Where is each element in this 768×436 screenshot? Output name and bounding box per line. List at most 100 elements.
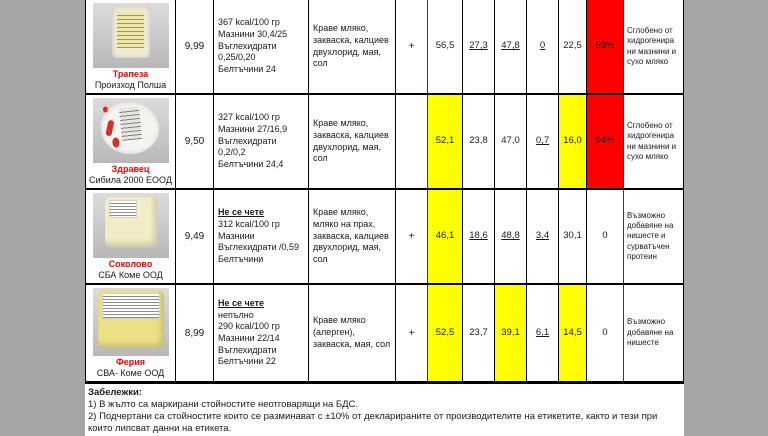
nutrition-cell: Не се чете непълно 290 kcal/100 гр Мазни…: [214, 285, 309, 384]
footnote-1: 1) В жълто са маркирани стойностите неот…: [88, 399, 359, 411]
nutrition-cell: 327 kcal/100 гр Мазнини 27/16,9 Въглехид…: [214, 95, 309, 190]
nutrition-text: 312 kcal/100 гр Мазнини Въглехидрати /0,…: [218, 218, 300, 265]
product-photo: [92, 3, 169, 68]
value-text: 47,8: [501, 40, 520, 52]
product-company: Произход Полша: [94, 80, 167, 91]
value-text: 0: [602, 326, 608, 338]
value-cell: 46,1: [428, 190, 463, 285]
bds-plus-cell: +: [396, 190, 428, 285]
product-company: СБА Коме ООД: [98, 270, 163, 281]
value-cell: 48,8: [495, 190, 527, 285]
ingredients-cell: Краве мляко, мляко на прах, закваска, ка…: [309, 190, 396, 285]
ingredients-cell: Краве мляко, закваска, калциев двухлорид…: [309, 95, 396, 190]
value-cell: 0,7: [527, 95, 559, 190]
percent-cell: 94%: [587, 95, 624, 190]
value-cell: 47,0: [495, 95, 527, 190]
value-text: 30,1: [563, 230, 582, 242]
value-cell: 52,1: [428, 95, 463, 190]
product-cell: Ферия СВА- Коме ООД: [86, 285, 176, 384]
conclusion-cell: Сглобено от хидрогенира ни мазнини и сух…: [624, 95, 684, 190]
value-cell: 39,1: [495, 285, 527, 384]
value-text: 18,6: [469, 230, 488, 242]
value-text: 52,1: [435, 135, 455, 147]
value-text: 47,0: [501, 135, 520, 147]
unreadable-label: Не се чете: [218, 207, 265, 218]
value-text: 56,5: [435, 40, 455, 52]
price-cell: 9,50: [176, 95, 214, 190]
value-text: 22,5: [563, 40, 582, 52]
footnotes-title: Забележки:: [88, 387, 142, 398]
bag-label-illustration: [118, 106, 142, 141]
product-cell: Соколово СБА Коме ООД: [86, 190, 176, 285]
value-cell: 23,8: [463, 95, 495, 190]
product-name: Здравец: [111, 163, 150, 174]
cheese-pack-illustration: [111, 6, 150, 58]
value-text: 23,8: [469, 135, 488, 147]
block-label-illustration: [108, 200, 137, 218]
bds-plus-cell: +: [396, 285, 428, 384]
value-text: 39,1: [501, 326, 520, 338]
footnotes: Забележки: 1) В жълто са маркирани стойн…: [85, 384, 684, 436]
value-text: 0: [539, 40, 546, 52]
value-cell: 23,7: [463, 285, 495, 384]
ingredients-cell: Краве мляко, закваска, калциев двухлорид…: [309, 0, 396, 95]
value-text: 6,1: [535, 326, 550, 338]
value-text: 27,3: [469, 40, 488, 52]
value-cell: 56,5: [428, 0, 463, 95]
report-content: Трапеза Произход Полша 9,99 367 kcal/100…: [85, 0, 684, 436]
value-cell: 6,1: [527, 285, 559, 384]
bag-red-mark: [102, 106, 108, 113]
value-cell: 22,5: [559, 0, 587, 95]
value-text: 16,0: [563, 135, 582, 147]
conclusion-cell: Сглобено от хидрогенира ни мазнини и сух…: [624, 0, 684, 95]
unreadable-label: Не се чете: [218, 297, 265, 308]
value-text: 93%: [595, 40, 615, 52]
value-text: 94%: [595, 135, 615, 147]
bds-plus-cell: +: [396, 0, 428, 95]
percent-cell: 0: [587, 285, 624, 384]
product-photo: [92, 288, 169, 356]
product-name: Соколово: [108, 258, 153, 269]
ingredients-cell: Краве мляко (алерген), закваска, мая, со…: [309, 285, 396, 384]
value-cell: 14,5: [559, 285, 587, 384]
bag-red-mark: [111, 137, 120, 148]
percent-cell: 93%: [587, 0, 624, 95]
product-company: СВА- Коме ООД: [96, 368, 165, 379]
cheese-block-illustration: [104, 197, 157, 247]
price-cell: 8,99: [176, 285, 214, 384]
price-cell: 9,99: [176, 0, 214, 95]
value-text: 3,4: [535, 230, 550, 242]
value-text: 0,7: [535, 135, 550, 147]
product-cell: Трапеза Произход Полша: [86, 0, 176, 95]
conclusion-cell: Възможно добавяне на нишесте: [624, 285, 684, 384]
pack-label-illustration: [116, 12, 144, 48]
value-cell: 0: [527, 0, 559, 95]
value-text: 52,5: [435, 326, 455, 338]
nutrition-text: 367 kcal/100 гр Мазнини 30,4/25 Въглехид…: [218, 17, 288, 75]
conclusion-cell: Възможно добавяне на нишесте и сурватъче…: [624, 190, 684, 285]
value-cell: 3,4: [527, 190, 559, 285]
value-cell: 18,6: [463, 190, 495, 285]
nutrition-text: 327 kcal/100 гр Мазнини 27/16,9 Въглехид…: [218, 112, 288, 170]
price-cell: 9,49: [176, 190, 214, 285]
value-text: 46,1: [435, 230, 455, 242]
value-text: 14,5: [563, 326, 582, 338]
product-name: Ферия: [116, 356, 145, 367]
nutrition-cell: Не се чете 312 kcal/100 гр Мазнини Въгле…: [214, 190, 309, 285]
value-text: 0: [602, 230, 608, 242]
bag-red-mark: [104, 119, 114, 137]
product-photo: [92, 98, 169, 163]
nutrition-cell: 367 kcal/100 гр Мазнини 30,4/25 Въглехид…: [214, 0, 309, 95]
value-cell: 30,1: [559, 190, 587, 285]
value-cell: 16,0: [559, 95, 587, 190]
value-text: 23,7: [469, 326, 488, 338]
product-photo: [92, 193, 169, 258]
percent-cell: 0: [587, 190, 624, 285]
value-cell: 47,8: [495, 0, 527, 95]
value-cell: 27,3: [463, 0, 495, 95]
block-label-illustration: [101, 293, 160, 319]
bds-plus-cell: [396, 95, 428, 190]
product-company: Сибила 2000 ЕООД: [89, 175, 172, 186]
cheese-block-illustration: [97, 290, 164, 348]
nutrition-text: непълно 290 kcal/100 гр Мазнини 22/14 Въ…: [218, 309, 280, 367]
